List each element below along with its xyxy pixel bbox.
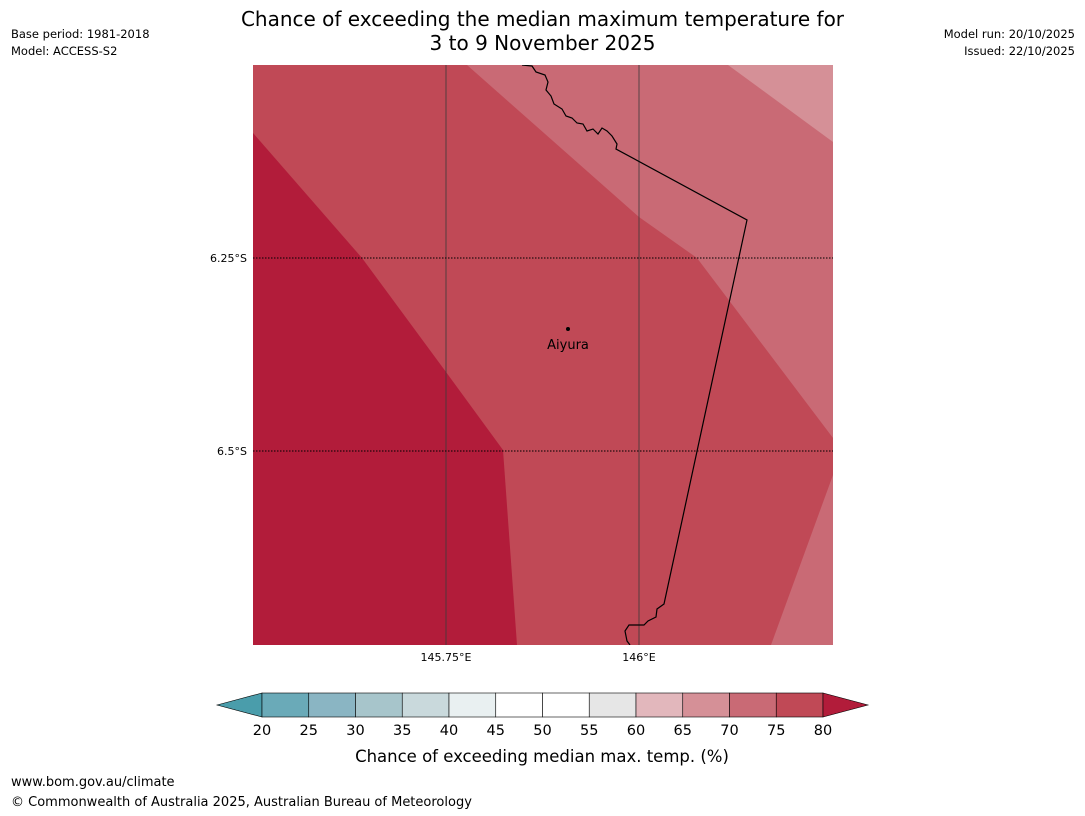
- colorbar-tick-label: 40: [440, 723, 458, 739]
- colorbar-extend-low: [215, 692, 263, 718]
- colorbar-title: Chance of exceeding median max. temp. (%…: [355, 747, 729, 766]
- band-70-75-upper: [467, 65, 833, 438]
- location-label: Aiyura: [547, 338, 589, 353]
- colorbar-tick-label: 50: [533, 723, 551, 739]
- colorbar-segment: [682, 692, 730, 718]
- lat-label-6-25: 6.25°S: [210, 252, 247, 265]
- colorbar-tick-label: 60: [627, 723, 645, 739]
- coastline: [521, 65, 748, 645]
- colorbar-segment: [448, 692, 497, 718]
- colorbar-extend-high: [822, 692, 870, 718]
- colorbar-segment: [635, 692, 684, 718]
- colorbar-tick-label: 45: [487, 723, 505, 739]
- colorbar-tick-label: 65: [674, 723, 692, 739]
- colorbar-segment: [401, 692, 450, 718]
- colorbar-tick-label: 20: [253, 723, 271, 739]
- colorbar-segment: [588, 692, 637, 718]
- lon-label-146: 146°E: [622, 651, 655, 664]
- meta-left: Base period: 1981-2018 Model: ACCESS-S2: [11, 26, 150, 60]
- colorbar-tick-label: 75: [767, 723, 785, 739]
- colorbar-tick-label: 30: [346, 723, 364, 739]
- colorbar-segment: [495, 692, 543, 718]
- band-70-75-lower: [771, 475, 833, 645]
- colorbar-tick-label: 80: [814, 723, 832, 739]
- model-run-text: Model run: 20/10/2025: [943, 27, 1075, 41]
- footer-url: www.bom.gov.au/climate: [11, 775, 175, 790]
- base-period-text: Base period: 1981-2018: [11, 27, 150, 41]
- location-marker: [566, 327, 570, 331]
- map-title: Chance of exceeding the median maximum t…: [0, 7, 1085, 55]
- colorbar-tick-label: 25: [300, 723, 318, 739]
- title-line-2: 3 to 9 November 2025: [429, 31, 656, 55]
- colorbar-segment: [542, 692, 590, 718]
- colorbar-tick-label: 70: [720, 723, 738, 739]
- lon-label-145-75: 145.75°E: [421, 651, 472, 664]
- colorbar-segment: [775, 692, 824, 718]
- band-80-plus: [253, 133, 517, 645]
- colorbar-segment: [729, 692, 777, 718]
- colorbar: 20 25 30 35 40 45 50 55 60 65 70 75 80: [215, 692, 870, 739]
- colorbar-tick-label: 35: [393, 723, 411, 739]
- lat-label-6-5: 6.5°S: [217, 445, 247, 458]
- title-line-1: Chance of exceeding the median maximum t…: [240, 7, 845, 31]
- colorbar-segment: [355, 692, 403, 718]
- meta-right: Model run: 20/10/2025 Issued: 22/10/2025: [944, 26, 1075, 60]
- band-65-70: [728, 65, 833, 142]
- colorbar-segment: [261, 692, 310, 718]
- map-panel: Aiyura: [253, 65, 833, 645]
- footer-copyright: © Commonwealth of Australia 2025, Austra…: [11, 795, 472, 810]
- colorbar-tick-label: 55: [580, 723, 598, 739]
- colorbar-segment: [308, 692, 356, 718]
- issued-text: Issued: 22/10/2025: [964, 44, 1075, 58]
- model-text: Model: ACCESS-S2: [11, 44, 118, 58]
